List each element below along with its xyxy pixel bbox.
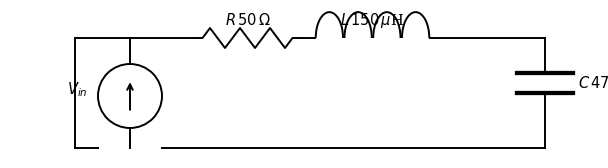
Text: $L\,150\,\mu$H: $L\,150\,\mu$H (340, 10, 404, 30)
Text: $R\,50\,\Omega$: $R\,50\,\Omega$ (225, 12, 271, 28)
Text: $V_{in}$: $V_{in}$ (67, 81, 88, 99)
Text: $C\,47\,$nF: $C\,47\,$nF (578, 75, 608, 91)
